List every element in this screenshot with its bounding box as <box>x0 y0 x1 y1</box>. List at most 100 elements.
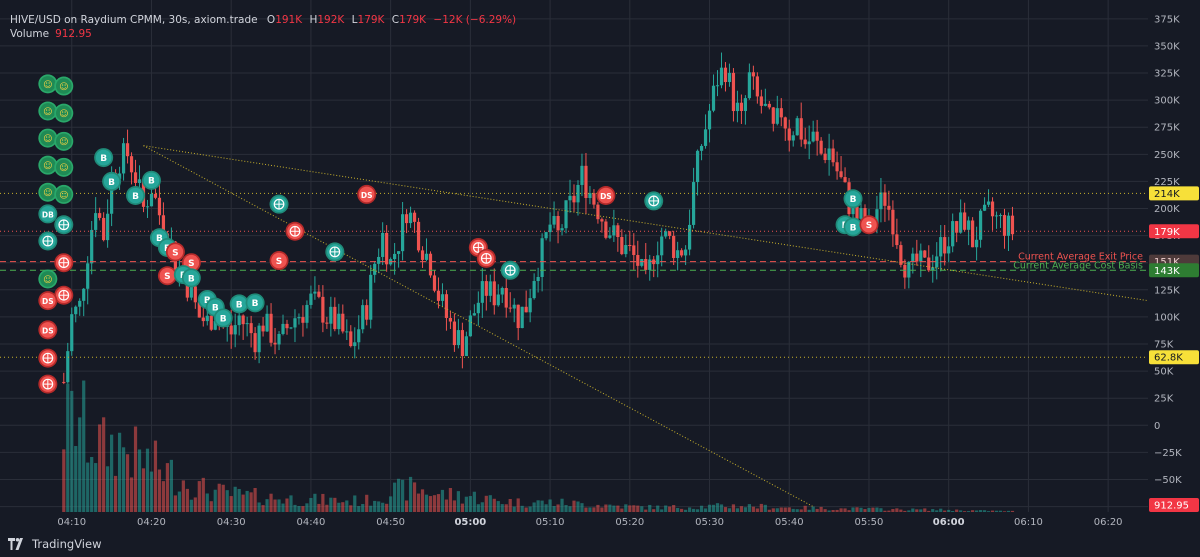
candle-body <box>819 140 823 154</box>
volume-bar <box>612 505 616 512</box>
candle-body <box>640 259 644 266</box>
candle <box>755 72 759 104</box>
candle-body <box>927 257 931 271</box>
marker-label: B <box>132 192 139 202</box>
volume-bar <box>899 509 903 512</box>
candle-body <box>592 193 596 205</box>
candle-body <box>512 304 516 309</box>
volume-bar <box>795 509 799 512</box>
candle-body <box>616 225 620 238</box>
candle-body <box>416 221 421 251</box>
volume-bar <box>652 509 656 512</box>
volume-label[interactable]: Volume <box>10 28 50 40</box>
volume-bar <box>851 507 855 512</box>
candle-body <box>727 72 732 83</box>
price-tag-bg <box>1149 350 1199 365</box>
candle <box>727 63 732 87</box>
candle-body <box>775 108 779 124</box>
candle <box>464 331 468 357</box>
price-tag-bg <box>1149 224 1199 239</box>
volume-bar <box>731 504 736 512</box>
volume-bar <box>927 510 931 512</box>
candle-body <box>201 317 205 322</box>
candle-body <box>943 237 947 254</box>
volume-bar <box>887 510 891 512</box>
candle <box>895 218 899 249</box>
marker-disc <box>247 295 263 311</box>
volume-bar <box>153 440 158 512</box>
volume-bar <box>492 498 496 512</box>
candle-body <box>500 288 504 295</box>
candle <box>404 209 409 234</box>
candle-body <box>660 236 664 256</box>
volume-bar <box>452 500 457 512</box>
candle <box>257 323 261 364</box>
volume-bar <box>424 494 429 512</box>
candle-body <box>432 275 437 291</box>
candle-body <box>189 286 193 298</box>
volume-bar <box>640 506 644 512</box>
candle-body <box>213 321 217 330</box>
candle <box>1010 206 1015 241</box>
volume-bar <box>907 510 911 512</box>
candle <box>94 197 98 238</box>
price-tag: 143K <box>1149 263 1199 278</box>
candle <box>416 217 421 253</box>
candle <box>86 256 90 305</box>
candle-body <box>919 250 923 262</box>
volume-bar <box>664 505 668 512</box>
candle <box>488 274 492 303</box>
marker-label: DS <box>600 192 612 201</box>
candle-body <box>301 317 305 323</box>
candle <box>604 218 608 240</box>
time-tick-label: 05:40 <box>775 517 804 528</box>
candle <box>293 309 297 343</box>
candle <box>536 267 540 293</box>
volume-bar <box>345 500 349 512</box>
candle-body <box>121 143 126 174</box>
time-tick-label: 06:00 <box>933 517 965 528</box>
candle <box>751 65 755 90</box>
volume-bar <box>819 506 823 512</box>
trendline <box>143 145 1149 302</box>
marker-glyph <box>273 198 285 210</box>
candle <box>947 236 951 263</box>
volume-bar <box>225 490 229 512</box>
candle <box>835 151 839 180</box>
candle <box>787 119 791 152</box>
volume-bar <box>74 446 78 512</box>
candle-body <box>444 294 449 318</box>
volume-bar <box>687 507 692 512</box>
candle-body <box>488 281 492 296</box>
time-axis[interactable]: 04:10 04:20 04:30 04:40 04:50 05:00 05:10 05:20… <box>0 512 1148 532</box>
candle-body <box>572 195 576 203</box>
candle <box>556 211 560 244</box>
volume-bar <box>432 495 437 512</box>
volume-bar <box>672 505 676 512</box>
candle-body <box>476 302 480 314</box>
candle <box>373 261 377 283</box>
candle-body <box>1006 215 1011 236</box>
volume-bar <box>755 508 759 512</box>
trade-marker: DS <box>38 320 58 340</box>
symbol-title[interactable]: HIVE/USD on Raydium CPMM, 30s, axiom.tra… <box>10 14 258 26</box>
tradingview-brand[interactable]: TradingView <box>8 537 101 551</box>
candle-body <box>799 118 803 140</box>
candle-body <box>680 250 684 256</box>
candle-body <box>815 131 819 141</box>
price-tick-label: 25K <box>1154 394 1174 405</box>
candle-body <box>911 253 915 262</box>
candle-body <box>289 327 293 329</box>
candle-body <box>947 246 951 254</box>
volume-bar <box>516 498 520 512</box>
time-axis-svg: 04:10 04:20 04:30 04:40 04:50 05:00 05:10 05:20… <box>0 512 1148 532</box>
chart-plot-area[interactable]: Current Average Exit Price Current Averag… <box>0 0 1149 512</box>
trade-marker <box>38 231 58 251</box>
price-axis[interactable]: 375K350K325K300K275K250K225K200K175K150K… <box>1148 0 1200 513</box>
marker-label: DS <box>361 191 373 200</box>
candle <box>157 183 162 225</box>
candle <box>986 189 991 208</box>
candle <box>301 305 305 337</box>
marker-disc <box>55 105 72 121</box>
